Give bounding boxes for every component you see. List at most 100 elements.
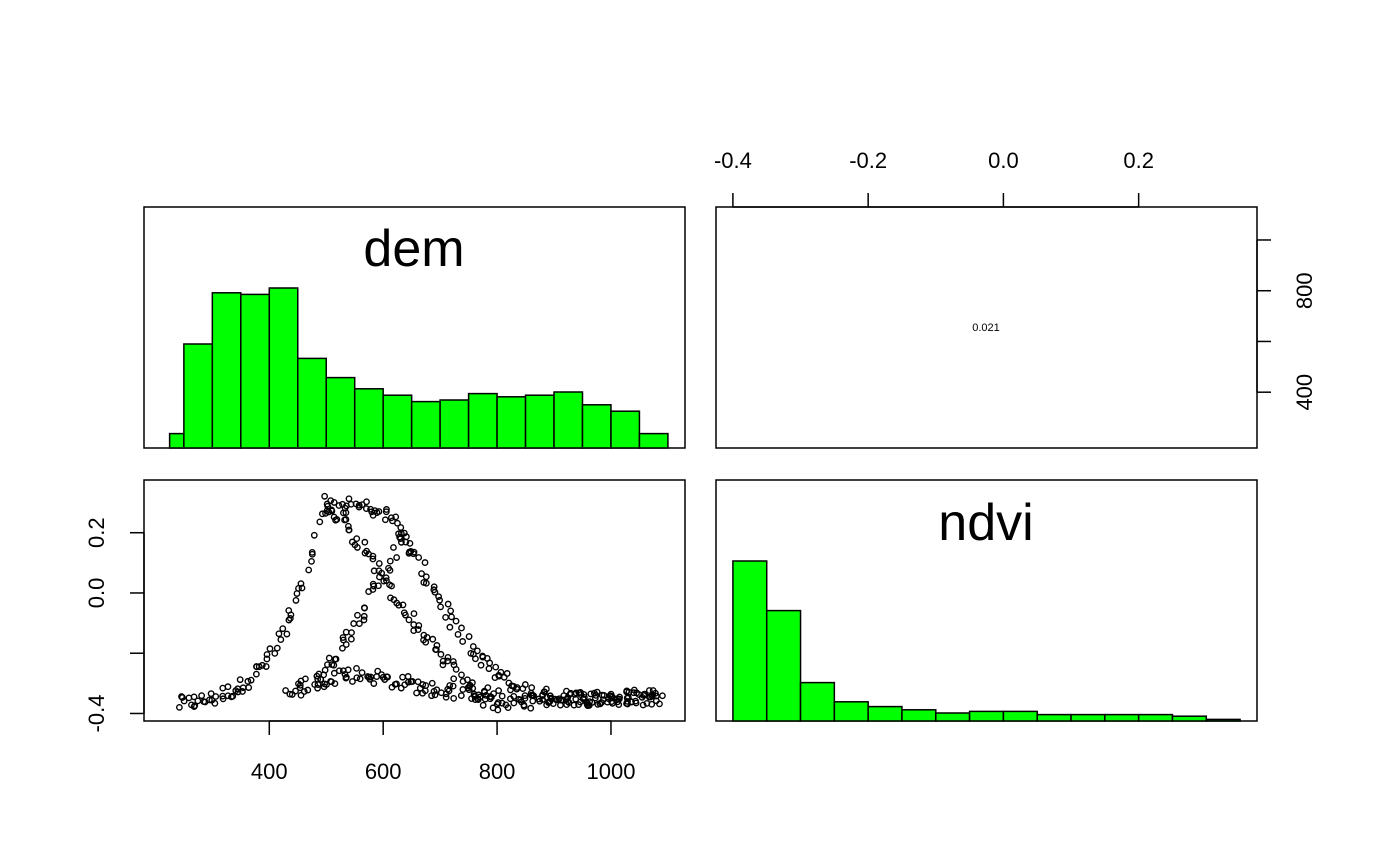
histogram-bar bbox=[211, 292, 242, 449]
scatter-point bbox=[324, 661, 331, 669]
scatter-point bbox=[244, 677, 252, 685]
scatter-point bbox=[262, 663, 270, 670]
scatter-point bbox=[321, 492, 329, 500]
scatter-point bbox=[273, 644, 281, 652]
histogram-bar bbox=[382, 394, 413, 449]
scatter-point bbox=[292, 597, 300, 604]
scatter-point bbox=[382, 508, 390, 516]
histogram-bar bbox=[268, 287, 299, 449]
scatter-point bbox=[330, 661, 338, 669]
scatter-point bbox=[339, 644, 346, 652]
histogram-bar bbox=[732, 560, 768, 722]
scatter-point bbox=[587, 690, 595, 698]
scatter-point bbox=[422, 573, 430, 581]
dem-label: dem bbox=[363, 220, 464, 278]
scatter-point bbox=[645, 693, 653, 701]
scatter-point bbox=[328, 678, 335, 686]
scatter-point bbox=[348, 629, 355, 636]
y-tick-label-right: 400 bbox=[1292, 374, 1317, 411]
histogram-bar bbox=[1171, 715, 1208, 722]
histogram-bar bbox=[1002, 710, 1038, 722]
x-tick-label-bottom: 600 bbox=[365, 759, 402, 784]
scatter-point bbox=[563, 701, 571, 709]
scatter-point bbox=[652, 697, 660, 705]
scatter-point bbox=[399, 601, 407, 609]
scatter-point bbox=[390, 596, 398, 604]
scatter-point bbox=[355, 620, 363, 627]
scatter-point bbox=[353, 544, 361, 551]
scatter-point bbox=[433, 686, 441, 694]
scatter-point bbox=[325, 654, 333, 662]
scatter-point bbox=[342, 673, 350, 681]
scatter-point bbox=[423, 633, 431, 641]
scatter-point bbox=[297, 580, 305, 587]
scatter-point bbox=[437, 603, 444, 611]
scatter-point bbox=[557, 696, 565, 704]
scatter-point bbox=[365, 673, 373, 681]
histogram-bar bbox=[467, 392, 498, 449]
scatter-point bbox=[247, 676, 255, 684]
scatter-point bbox=[450, 675, 458, 683]
scatter-point bbox=[350, 620, 358, 627]
scatter-point bbox=[648, 700, 656, 708]
scatter-point bbox=[410, 550, 417, 558]
scatter-point bbox=[330, 499, 338, 506]
scatter-point bbox=[331, 680, 339, 688]
scatter-point bbox=[521, 692, 529, 700]
scatter-point bbox=[360, 612, 368, 620]
scatter-point bbox=[386, 566, 394, 574]
scatter-point bbox=[494, 699, 502, 706]
scatter-point bbox=[245, 684, 253, 691]
scatter-point bbox=[446, 682, 454, 689]
scatter-point bbox=[422, 682, 430, 689]
scatter-point bbox=[394, 519, 401, 527]
scatter-point bbox=[437, 650, 445, 658]
ndvi-label: ndvi bbox=[938, 494, 1033, 552]
scatter-point bbox=[342, 641, 350, 648]
scatter-point bbox=[229, 692, 237, 700]
scatter-point bbox=[498, 699, 506, 707]
scatter-point bbox=[314, 684, 321, 692]
scatter-point bbox=[271, 649, 279, 657]
scatter-point bbox=[335, 667, 343, 675]
scatter-point bbox=[318, 510, 326, 518]
scatter-point bbox=[279, 625, 287, 633]
scatter-point bbox=[484, 684, 492, 692]
scatter-point bbox=[263, 651, 271, 658]
scatter-point bbox=[335, 502, 343, 509]
scatter-point bbox=[353, 674, 361, 682]
scatter-point bbox=[310, 531, 318, 539]
scatter-point bbox=[219, 695, 227, 703]
scatter-point bbox=[504, 704, 512, 712]
scatter-point bbox=[419, 681, 427, 688]
scatter-point bbox=[283, 630, 291, 638]
histogram-bar bbox=[524, 394, 555, 449]
scatter-point bbox=[485, 665, 493, 673]
scatter-point bbox=[382, 574, 390, 582]
scatter-point bbox=[510, 692, 518, 700]
scatter-point bbox=[341, 516, 348, 524]
histogram-bar bbox=[410, 400, 441, 449]
histogram-bar bbox=[1036, 713, 1072, 722]
scatter-point bbox=[479, 701, 487, 709]
x-tick-label-bottom: 1000 bbox=[586, 759, 635, 784]
scatter-point bbox=[180, 697, 188, 705]
x-tick-label-top: 0.2 bbox=[1123, 148, 1154, 173]
histogram-bar bbox=[168, 432, 185, 449]
histogram-bar bbox=[1205, 718, 1241, 722]
scatter-point bbox=[570, 701, 578, 709]
histogram-bar bbox=[553, 391, 584, 449]
scatter-point bbox=[433, 642, 441, 649]
scatter-point bbox=[296, 684, 304, 692]
scatter-point bbox=[519, 685, 527, 693]
scatter-point bbox=[198, 692, 206, 700]
scatter-point bbox=[436, 596, 444, 604]
scatter-point bbox=[344, 666, 352, 674]
scatter-point bbox=[405, 616, 413, 624]
scatter-point bbox=[447, 607, 455, 615]
scatter-point bbox=[191, 702, 199, 710]
histogram-bar bbox=[581, 404, 612, 449]
scatter-point bbox=[369, 552, 377, 560]
scatter-point bbox=[422, 579, 430, 587]
